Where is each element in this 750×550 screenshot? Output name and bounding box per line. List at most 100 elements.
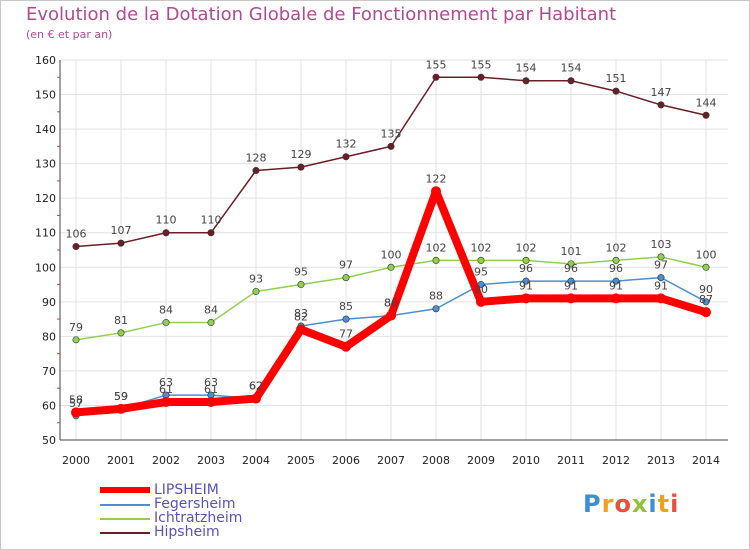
data-label-hipsheim: 151 <box>606 72 627 85</box>
x-tick-label: 2004 <box>242 454 270 467</box>
x-tick-label: 2008 <box>422 454 450 467</box>
data-label-fegersheim: 57 <box>69 397 83 410</box>
x-tick-label: 2002 <box>152 454 180 467</box>
data-label-ichtratzheim: 102 <box>426 241 447 254</box>
data-point-ichtratzheim <box>477 256 485 264</box>
data-label-fegersheim: 90 <box>699 283 713 296</box>
legend-item-lipsheim: LIPSHEIM <box>100 483 360 497</box>
data-point-hipsheim <box>387 142 395 150</box>
logo-letter: i <box>670 490 680 518</box>
data-point-ichtratzheim <box>522 256 530 264</box>
legend-label-fegersheim: Fegersheim <box>154 496 236 512</box>
data-label-lipsheim: 58 <box>69 393 83 406</box>
data-point-lipsheim <box>431 186 441 197</box>
y-tick-label: 90 <box>42 296 56 309</box>
data-label-hipsheim: 128 <box>246 152 267 165</box>
data-point-ichtratzheim <box>117 329 125 337</box>
data-label-lipsheim: 61 <box>204 383 218 396</box>
data-label-ichtratzheim: 102 <box>516 241 537 254</box>
data-point-ichtratzheim <box>612 256 620 264</box>
data-label-hipsheim: 129 <box>291 148 312 161</box>
y-tick-label: 50 <box>42 434 56 447</box>
data-label-hipsheim: 107 <box>111 224 132 237</box>
data-point-hipsheim <box>477 73 485 81</box>
x-tick-label: 2010 <box>512 454 540 467</box>
legend-label-ichtratzheim: Ichtratzheim <box>154 510 243 526</box>
data-label-fegersheim: 97 <box>654 259 668 272</box>
data-point-lipsheim <box>161 397 171 407</box>
data-label-fegersheim: 95 <box>474 266 488 279</box>
y-tick-label: 100 <box>35 261 56 274</box>
data-label-fegersheim: 96 <box>519 262 533 275</box>
data-label-ichtratzheim: 101 <box>561 245 582 258</box>
data-labels: 106 107 110 110 128 129 132 135 155 155 154 154 151 1… <box>66 58 717 410</box>
data-label-lipsheim: 91 <box>609 279 623 292</box>
data-label-hipsheim: 147 <box>651 86 672 99</box>
data-point-fegersheim <box>567 277 575 285</box>
data-label-hipsheim: 155 <box>471 58 492 71</box>
x-tick-label: 2000 <box>62 454 90 467</box>
x-tick-label: 2006 <box>332 454 360 467</box>
data-label-fegersheim: 86 <box>384 297 398 310</box>
data-point-hipsheim <box>702 111 710 119</box>
y-tick-label: 130 <box>35 158 56 171</box>
data-point-ichtratzheim <box>72 336 80 344</box>
series-lines <box>71 73 711 420</box>
data-label-hipsheim: 106 <box>66 228 87 241</box>
data-label-fegersheim: 96 <box>609 262 623 275</box>
data-label-lipsheim: 90 <box>474 283 488 296</box>
x-tick-label: 2005 <box>287 454 315 467</box>
data-label-ichtratzheim: 102 <box>471 241 492 254</box>
legend-label-hipsheim: Hipsheim <box>154 524 220 540</box>
x-tick-label: 2001 <box>107 454 135 467</box>
x-tick-label: 2009 <box>467 454 495 467</box>
data-point-hipsheim <box>522 77 530 85</box>
data-point-fegersheim <box>612 277 620 285</box>
x-tick-label: 2007 <box>377 454 405 467</box>
chart-title: Evolution de la Dotation Globale de Fonc… <box>26 4 617 25</box>
logo-letter: o <box>614 490 632 518</box>
data-point-lipsheim <box>656 293 666 304</box>
data-point-ichtratzheim <box>702 263 710 271</box>
data-label-fegersheim: 63 <box>204 376 218 389</box>
x-tick-label: 2012 <box>602 454 630 467</box>
x-tick-label: 2011 <box>557 454 585 467</box>
data-point-fegersheim <box>342 315 350 323</box>
y-tick-label: 120 <box>35 192 56 205</box>
data-label-ichtratzheim: 100 <box>381 248 402 261</box>
data-label-ichtratzheim: 97 <box>339 259 353 272</box>
data-label-ichtratzheim: 95 <box>294 266 308 279</box>
legend-item-ichtratzheim: Ichtratzheim <box>100 511 360 525</box>
legend-swatch-lipsheim <box>100 487 150 493</box>
data-label-lipsheim: 87 <box>699 293 713 306</box>
data-label-fegersheim: 85 <box>339 300 353 313</box>
proxiti-logo: Proxiti <box>583 490 679 518</box>
data-label-hipsheim: 144 <box>696 96 717 109</box>
data-point-hipsheim <box>297 163 305 171</box>
y-tick-label: 80 <box>42 330 56 343</box>
data-label-hipsheim: 110 <box>156 214 177 227</box>
data-point-fegersheim <box>432 305 440 313</box>
data-point-fegersheim <box>522 277 530 285</box>
axes: 50 60 70 80 90 100 110 120 130 140 150 160 2000 2001 2… <box>35 54 728 467</box>
data-label-ichtratzheim: 102 <box>606 241 627 254</box>
y-tick-label: 140 <box>35 123 56 136</box>
data-label-ichtratzheim: 103 <box>651 238 672 251</box>
logo-letter: P <box>583 490 602 518</box>
data-label-fegersheim: 88 <box>429 290 443 303</box>
data-label-fegersheim: 96 <box>564 262 578 275</box>
x-tick-label: 2013 <box>647 454 675 467</box>
data-label-hipsheim: 135 <box>381 127 402 140</box>
legend-item-fegersheim: Fegersheim <box>100 497 360 511</box>
logo-letter: r <box>601 490 615 518</box>
data-point-hipsheim <box>432 73 440 81</box>
data-point-ichtratzheim <box>207 319 215 327</box>
data-point-lipsheim <box>701 307 711 318</box>
data-label-ichtratzheim: 100 <box>696 248 717 261</box>
data-label-lipsheim: 91 <box>654 279 668 292</box>
logo-letter: i <box>648 490 658 518</box>
data-label-fegersheim: 62 <box>249 380 263 393</box>
data-label-lipsheim: 91 <box>519 279 533 292</box>
data-point-hipsheim <box>252 167 260 175</box>
